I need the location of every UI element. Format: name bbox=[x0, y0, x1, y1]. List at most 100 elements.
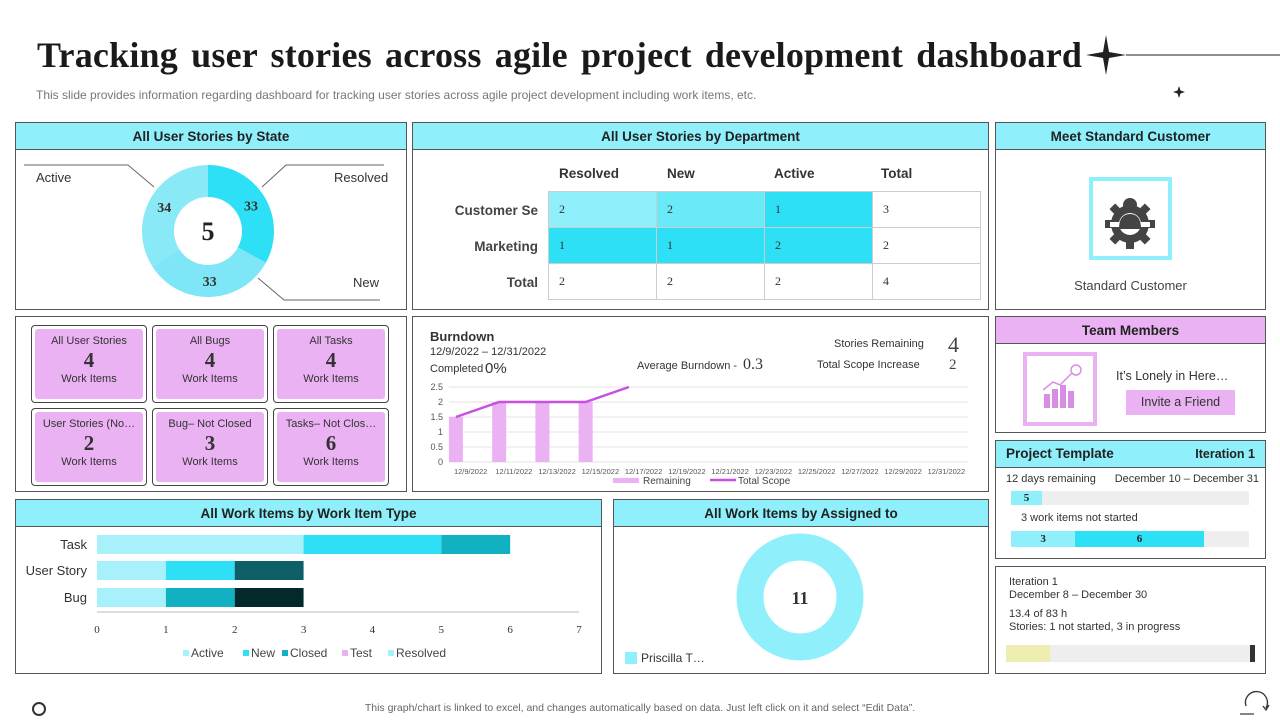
table-cell: 4 bbox=[872, 263, 981, 300]
cycle-icon bbox=[1240, 690, 1270, 715]
state-label-new: New bbox=[353, 275, 380, 290]
state-donut-chart: 34 33 33 5 bbox=[24, 164, 384, 301]
burndown-bar bbox=[448, 417, 463, 462]
days-progress-track: 5 bbox=[1011, 491, 1249, 505]
x-tick-label: 7 bbox=[576, 624, 582, 636]
invite-friend-button[interactable]: Invite a Friend bbox=[1126, 390, 1235, 415]
assigned-legend-label: Priscilla T… bbox=[641, 651, 705, 665]
donut-slice-active bbox=[142, 165, 208, 267]
scope-increase-value: 2 bbox=[949, 357, 957, 373]
footer-circle-icon bbox=[32, 702, 46, 716]
kpi-value: 6 bbox=[325, 431, 337, 455]
legend-swatch bbox=[388, 650, 394, 656]
state-label-resolved: Resolved bbox=[334, 170, 389, 185]
table-cell: 2 bbox=[548, 191, 657, 228]
stories-remaining-label: Stories Remaining bbox=[834, 338, 924, 350]
dept-col-new: New bbox=[667, 166, 695, 181]
kpi-value: 4 bbox=[325, 348, 337, 372]
dept-row-label: Total bbox=[506, 275, 538, 290]
legend-label: Resolved bbox=[396, 646, 446, 660]
stacked-bar-segment bbox=[234, 588, 304, 607]
burndown-title: Burndown bbox=[430, 329, 495, 344]
y-tick-label: 1.5 bbox=[430, 412, 443, 422]
work-item-type-chart: 0 1 2 3 4 5 6 7 Task User Story Bug Active New Closed… bbox=[26, 535, 582, 660]
team-illustration bbox=[1023, 352, 1097, 426]
sparkle-decoration-icon bbox=[1086, 35, 1280, 75]
category-label: User Story bbox=[26, 563, 88, 578]
kpi-unit: Work Items bbox=[182, 456, 238, 468]
iteration-stories: Stories: 1 not started, 3 in progress bbox=[1009, 621, 1181, 633]
legend-swatch bbox=[282, 650, 288, 656]
burndown-completed-label: Completed bbox=[430, 363, 484, 375]
x-tick-label: 0 bbox=[94, 624, 100, 636]
kpi-value: 4 bbox=[204, 348, 216, 372]
legend-swatch bbox=[613, 478, 639, 483]
dept-row-label: Customer Se bbox=[454, 203, 538, 218]
customer-avatar bbox=[1089, 177, 1172, 260]
project-template-panel: Project Template Iteration 1 12 days rem… bbox=[995, 440, 1266, 559]
iteration-name: Iteration 1 bbox=[1009, 576, 1058, 588]
y-tick-label: 0 bbox=[438, 457, 443, 467]
category-label: Bug bbox=[64, 590, 87, 605]
customer-gear-person-icon bbox=[1105, 198, 1155, 249]
state-donut-center: 5 bbox=[202, 217, 215, 246]
x-tick-label: 12/31/2022 bbox=[928, 467, 966, 476]
department-table: 2 2 1 3 1 1 2 2 2 2 2 4 bbox=[548, 191, 981, 300]
donut-value-label: 34 bbox=[157, 201, 171, 216]
project-template-header: Project Template Iteration 1 bbox=[996, 441, 1265, 468]
iteration-panel: Iteration 1 December 8 – December 30 13.… bbox=[995, 566, 1266, 674]
burndown-bar bbox=[492, 402, 507, 462]
kpi-label: Bug– Not Closed bbox=[168, 418, 252, 430]
state-panel: All User Stories by State Active Resolve… bbox=[15, 122, 407, 310]
project-template-title: Project Template bbox=[1006, 446, 1114, 461]
team-panel-title: Team Members bbox=[996, 317, 1265, 344]
burndown-date-range: 12/9/2022 – 12/31/2022 bbox=[430, 346, 547, 358]
work-item-type-panel: All Work Items by Work Item Type 0 1 2 3 4 5 6… bbox=[15, 499, 602, 674]
stacked-bar-segment bbox=[97, 561, 166, 580]
work-items-not-started-segment: 3 bbox=[1011, 531, 1076, 547]
x-tick-label: 12/15/2022 bbox=[582, 467, 620, 476]
page-subtitle: This slide provides information regardin… bbox=[36, 88, 757, 102]
assigned-donut-center: 11 bbox=[791, 588, 808, 608]
x-tick-label: 12/13/2022 bbox=[538, 467, 576, 476]
avg-burndown-value: 0.3 bbox=[743, 356, 763, 373]
table-row: 1 1 2 2 bbox=[548, 227, 981, 264]
kpi-card[interactable]: All Tasks 4 Work Items bbox=[273, 325, 389, 403]
legend-swatch bbox=[342, 650, 348, 656]
kpi-card[interactable]: Bug– Not Closed 3 Work Items bbox=[152, 408, 268, 486]
table-cell: 1 bbox=[548, 227, 657, 264]
stacked-bar-segment bbox=[97, 588, 166, 607]
y-tick-label: 0.5 bbox=[430, 442, 443, 452]
dept-col-active: Active bbox=[774, 166, 815, 181]
x-tick-label: 12/23/2022 bbox=[755, 467, 793, 476]
kpi-card[interactable]: Tasks– Not Clos… 6 Work Items bbox=[273, 408, 389, 486]
x-tick-label: 12/29/2022 bbox=[884, 467, 922, 476]
legend-swatch bbox=[183, 650, 189, 656]
kpi-value: 2 bbox=[83, 431, 95, 455]
kpi-card[interactable]: User Stories (No… 2 Work Items bbox=[31, 408, 147, 486]
iteration-progress-track bbox=[1006, 645, 1255, 662]
y-tick-label: 1 bbox=[438, 427, 443, 437]
legend-label-remaining: Remaining bbox=[643, 476, 691, 487]
kpi-card[interactable]: All User Stories 4 Work Items bbox=[31, 325, 147, 403]
x-tick-label: 12/17/2022 bbox=[625, 467, 663, 476]
donut-slice-resolved bbox=[208, 165, 274, 263]
table-row: 2 2 2 4 bbox=[548, 263, 981, 300]
legend-label: Active bbox=[191, 646, 224, 660]
scope-increase-label: Total Scope Increase bbox=[817, 359, 920, 371]
donut-slice-new bbox=[152, 247, 266, 297]
plus-decoration-icon bbox=[1173, 86, 1185, 98]
total-scope-line bbox=[455, 385, 630, 419]
burndown-bar bbox=[535, 402, 550, 462]
assigned-donut-slice bbox=[736, 533, 864, 661]
table-cell: 2 bbox=[764, 227, 873, 264]
dept-col-resolved: Resolved bbox=[559, 166, 620, 181]
kpi-unit: Work Items bbox=[182, 373, 238, 385]
team-panel: Team Members It’s Lonely in Here… Invite… bbox=[995, 316, 1266, 433]
x-tick-label: 5 bbox=[439, 624, 445, 636]
table-row: 2 2 1 3 bbox=[548, 191, 981, 228]
x-tick-label: 12/27/2022 bbox=[841, 467, 879, 476]
department-panel-title: All User Stories by Department bbox=[413, 123, 988, 150]
x-tick-label: 4 bbox=[370, 624, 376, 636]
kpi-card[interactable]: All Bugs 4 Work Items bbox=[152, 325, 268, 403]
